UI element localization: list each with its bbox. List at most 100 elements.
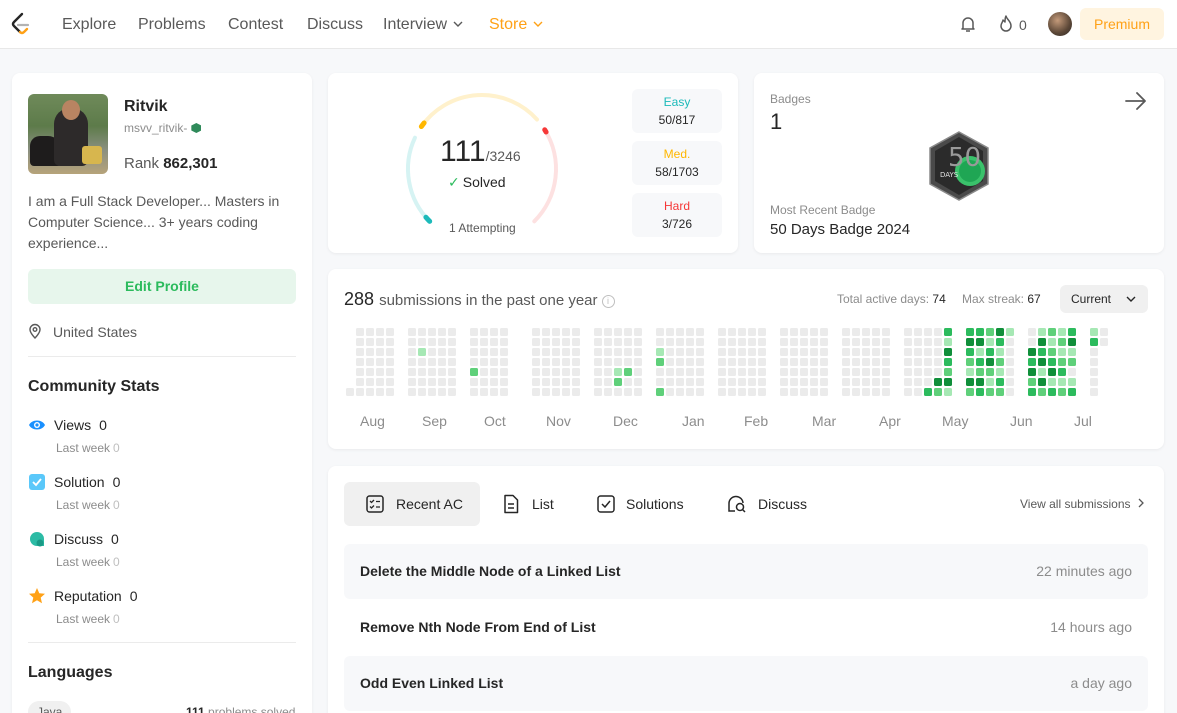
heatmap-cell[interactable] [676,368,684,376]
heatmap-cell[interactable] [438,338,446,346]
user-avatar[interactable] [1048,12,1072,36]
heatmap-cell[interactable] [790,348,798,356]
heatmap-cell[interactable] [366,378,374,386]
heatmap-cell[interactable] [758,368,766,376]
heatmap-cell[interactable] [748,388,756,396]
heatmap-cell[interactable] [820,328,828,336]
heatmap-cell[interactable] [1028,338,1036,346]
heatmap-cell[interactable] [800,348,808,356]
heatmap-cell[interactable] [428,338,436,346]
heatmap-cell[interactable] [800,338,808,346]
heatmap-cell[interactable] [718,388,726,396]
heatmap-cell[interactable] [966,338,974,346]
heatmap-cell[interactable] [386,378,394,386]
heatmap-cell[interactable] [572,348,580,356]
heatmap-cell[interactable] [572,358,580,366]
heatmap-cell[interactable] [862,388,870,396]
heatmap-cell[interactable] [376,348,384,356]
heatmap-cell[interactable] [790,368,798,376]
heatmap-cell[interactable] [624,348,632,356]
heatmap-cell[interactable] [914,358,922,366]
heatmap-cell[interactable] [386,358,394,366]
heatmap-cell[interactable] [1058,388,1066,396]
heatmap-cell[interactable] [418,388,426,396]
heatmap-cell[interactable] [666,338,674,346]
heatmap-cell[interactable] [480,328,488,336]
heatmap-cell[interactable] [562,358,570,366]
heatmap-cell[interactable] [1090,388,1098,396]
heatmap-cell[interactable] [780,328,788,336]
heatmap-cell[interactable] [914,368,922,376]
heatmap-cell[interactable] [604,338,612,346]
heatmap-cell[interactable] [552,358,560,366]
heatmap-cell[interactable] [738,368,746,376]
heatmap-cell[interactable] [758,358,766,366]
heatmap-cell[interactable] [562,388,570,396]
heatmap-cell[interactable] [656,388,664,396]
heatmap-cell[interactable] [562,348,570,356]
heatmap-cell[interactable] [842,378,850,386]
heatmap-cell[interactable] [800,388,808,396]
heatmap-cell[interactable] [872,328,880,336]
nav-problems[interactable]: Problems [138,16,206,33]
heatmap-cell[interactable] [448,378,456,386]
heatmap-cell[interactable] [976,358,984,366]
heatmap-cell[interactable] [966,358,974,366]
nav-explore[interactable]: Explore [62,16,117,33]
heatmap-cell[interactable] [758,328,766,336]
heatmap-cell[interactable] [872,388,880,396]
heatmap-cell[interactable] [428,378,436,386]
heatmap-cell[interactable] [604,358,612,366]
info-icon[interactable]: i [601,295,615,308]
heatmap-cell[interactable] [376,358,384,366]
streak-fire-icon[interactable] [997,14,1015,34]
heatmap-cell[interactable] [996,338,1004,346]
heatmap-cell[interactable] [480,348,488,356]
heatmap-cell[interactable] [438,328,446,336]
heatmap-cell[interactable] [800,328,808,336]
heatmap-cell[interactable] [634,358,642,366]
heatmap-cell[interactable] [428,328,436,336]
heatmap-cell[interactable] [738,378,746,386]
heatmap-cell[interactable] [738,388,746,396]
heatmap-cell[interactable] [470,378,478,386]
heatmap-cell[interactable] [614,338,622,346]
heatmap-cell[interactable] [820,378,828,386]
heatmap-cell[interactable] [718,378,726,386]
heatmap-cell[interactable] [852,368,860,376]
heatmap-cell[interactable] [666,358,674,366]
heatmap-cell[interactable] [986,368,994,376]
heatmap-cell[interactable] [686,378,694,386]
heatmap-cell[interactable] [1038,358,1046,366]
heatmap-cell[interactable] [976,388,984,396]
heatmap-cell[interactable] [718,358,726,366]
heatmap-cell[interactable] [1058,348,1066,356]
heatmap-cell[interactable] [386,328,394,336]
heatmap-cell[interactable] [934,368,942,376]
heatmap-cell[interactable] [376,338,384,346]
heatmap-cell[interactable] [408,368,416,376]
heatmap-cell[interactable] [718,348,726,356]
heatmap-cell[interactable] [1068,348,1076,356]
heatmap-cell[interactable] [624,328,632,336]
heatmap-cell[interactable] [790,378,798,386]
heatmap-cell[interactable] [872,368,880,376]
heatmap-cell[interactable] [604,368,612,376]
heatmap-cell[interactable] [408,328,416,336]
heatmap-cell[interactable] [614,388,622,396]
heatmap-cell[interactable] [408,358,416,366]
heatmap-cell[interactable] [634,328,642,336]
heatmap-cell[interactable] [438,378,446,386]
heatmap-cell[interactable] [480,338,488,346]
heatmap-cell[interactable] [842,388,850,396]
heatmap-cell[interactable] [552,368,560,376]
heatmap-cell[interactable] [562,328,570,336]
heatmap-cell[interactable] [810,368,818,376]
heatmap-cell[interactable] [718,328,726,336]
heatmap-cell[interactable] [418,328,426,336]
heatmap-cell[interactable] [594,358,602,366]
heatmap-cell[interactable] [480,358,488,366]
heatmap-cell[interactable] [1058,358,1066,366]
heatmap-cell[interactable] [386,348,394,356]
heatmap-cell[interactable] [542,368,550,376]
